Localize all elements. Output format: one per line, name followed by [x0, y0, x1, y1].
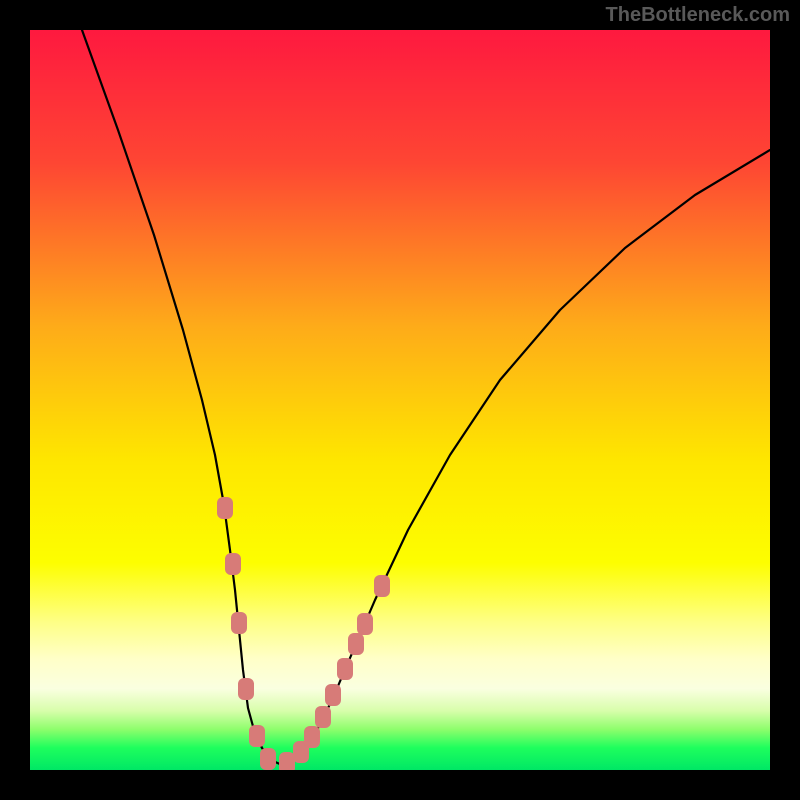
curve-layer: [30, 30, 770, 770]
curve-marker: [374, 575, 390, 597]
curve-marker: [231, 612, 247, 634]
curve-marker: [348, 633, 364, 655]
curve-marker: [325, 684, 341, 706]
curve-marker: [337, 658, 353, 680]
curve-marker: [217, 497, 233, 519]
watermark-text: TheBottleneck.com: [606, 4, 790, 27]
curve-marker: [315, 706, 331, 728]
bottleneck-curve: [82, 30, 770, 765]
curve-marker: [225, 553, 241, 575]
curve-marker: [260, 748, 276, 770]
plot-area: [30, 30, 770, 770]
curve-marker: [249, 725, 265, 747]
chart-container: TheBottleneck.com: [0, 0, 800, 800]
markers-left-branch: [217, 497, 276, 770]
curve-marker: [357, 613, 373, 635]
curve-marker: [304, 726, 320, 748]
curve-marker: [238, 678, 254, 700]
curve-marker: [279, 752, 295, 770]
